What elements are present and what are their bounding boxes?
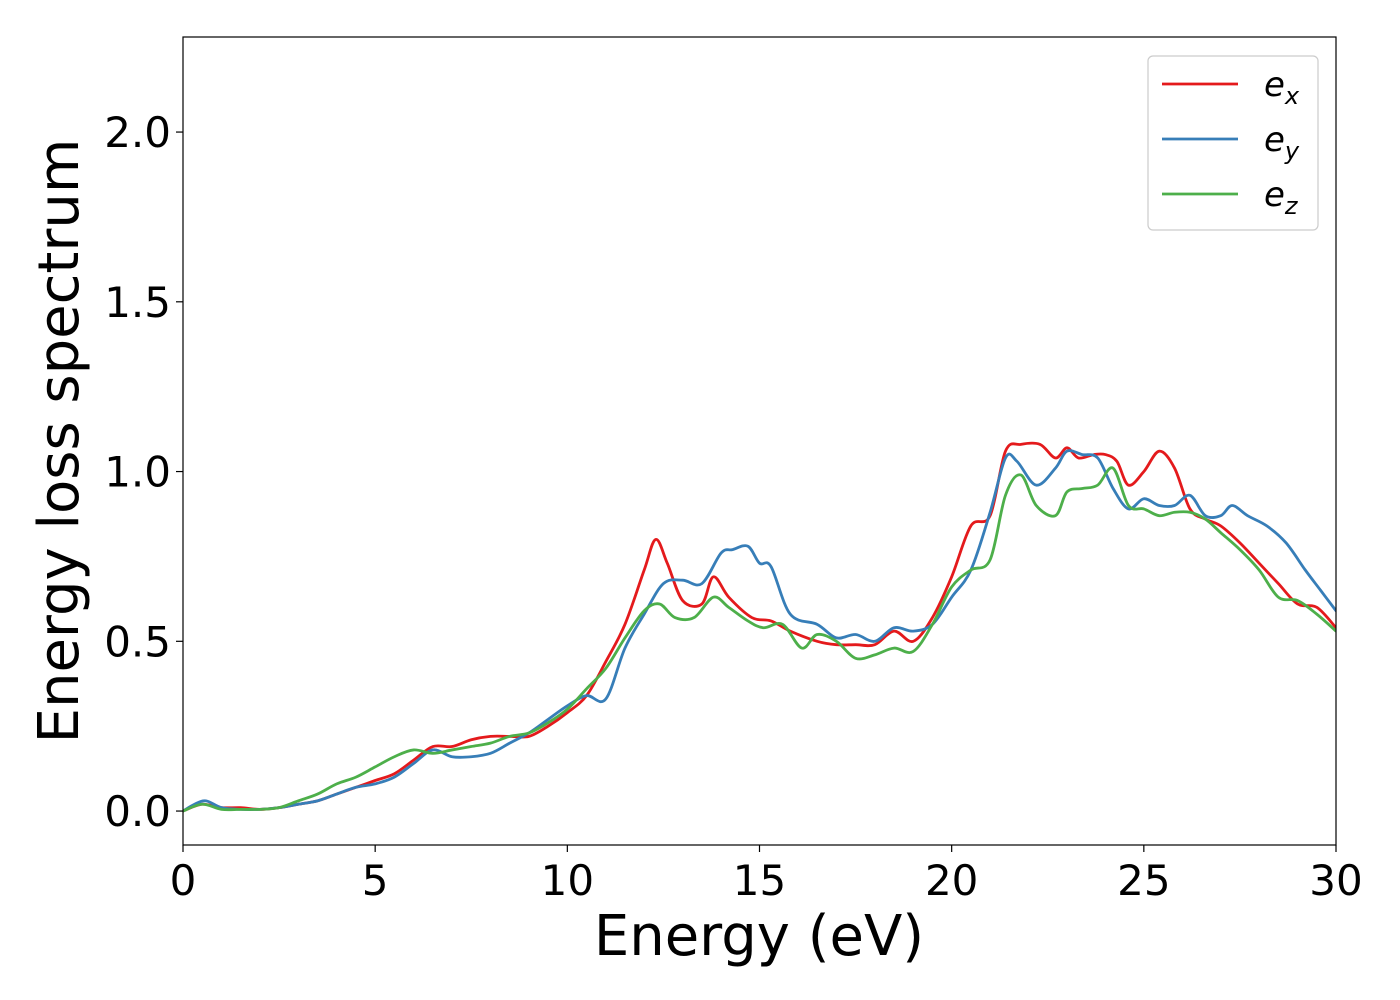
y-tick-label: 2.0 (104, 108, 171, 157)
x-tick-label: 10 (541, 856, 594, 905)
x-tick-label: 20 (925, 856, 978, 905)
y-tick-label: 0.0 (104, 787, 171, 836)
x-tick-label: 5 (362, 856, 389, 905)
y-axis-label: Energy loss spectrum (27, 139, 92, 744)
series-layer (183, 441, 1336, 813)
y-ticks: 0.0 0.5 1.0 1.5 2.0 (104, 108, 183, 836)
series-line-e-z (183, 466, 1336, 813)
x-tick-label: 30 (1309, 856, 1362, 905)
x-ticks: 0 5 10 15 20 25 30 (170, 845, 1363, 905)
x-tick-label: 0 (170, 856, 197, 905)
legend-label-e-x: ex (1264, 65, 1300, 110)
plot-frame (182, 36, 1337, 846)
series-line-e-x (183, 441, 1336, 813)
legend-label-e-z: ez (1264, 175, 1299, 220)
legend-entries: ex ey ez (1162, 65, 1300, 220)
legend-box (1147, 55, 1319, 231)
y-tick-label: 0.5 (104, 617, 171, 666)
x-tick-label: 25 (1117, 856, 1170, 905)
x-axis-label: Energy (eV) (594, 904, 924, 969)
x-tick-label: 15 (733, 856, 786, 905)
y-tick-label: 1.0 (104, 448, 171, 497)
legend: ex ey ez (1147, 55, 1319, 231)
legend-label-e-y: ey (1264, 120, 1300, 165)
y-tick-label: 1.5 (104, 278, 171, 327)
series-line-e-y (183, 449, 1336, 813)
